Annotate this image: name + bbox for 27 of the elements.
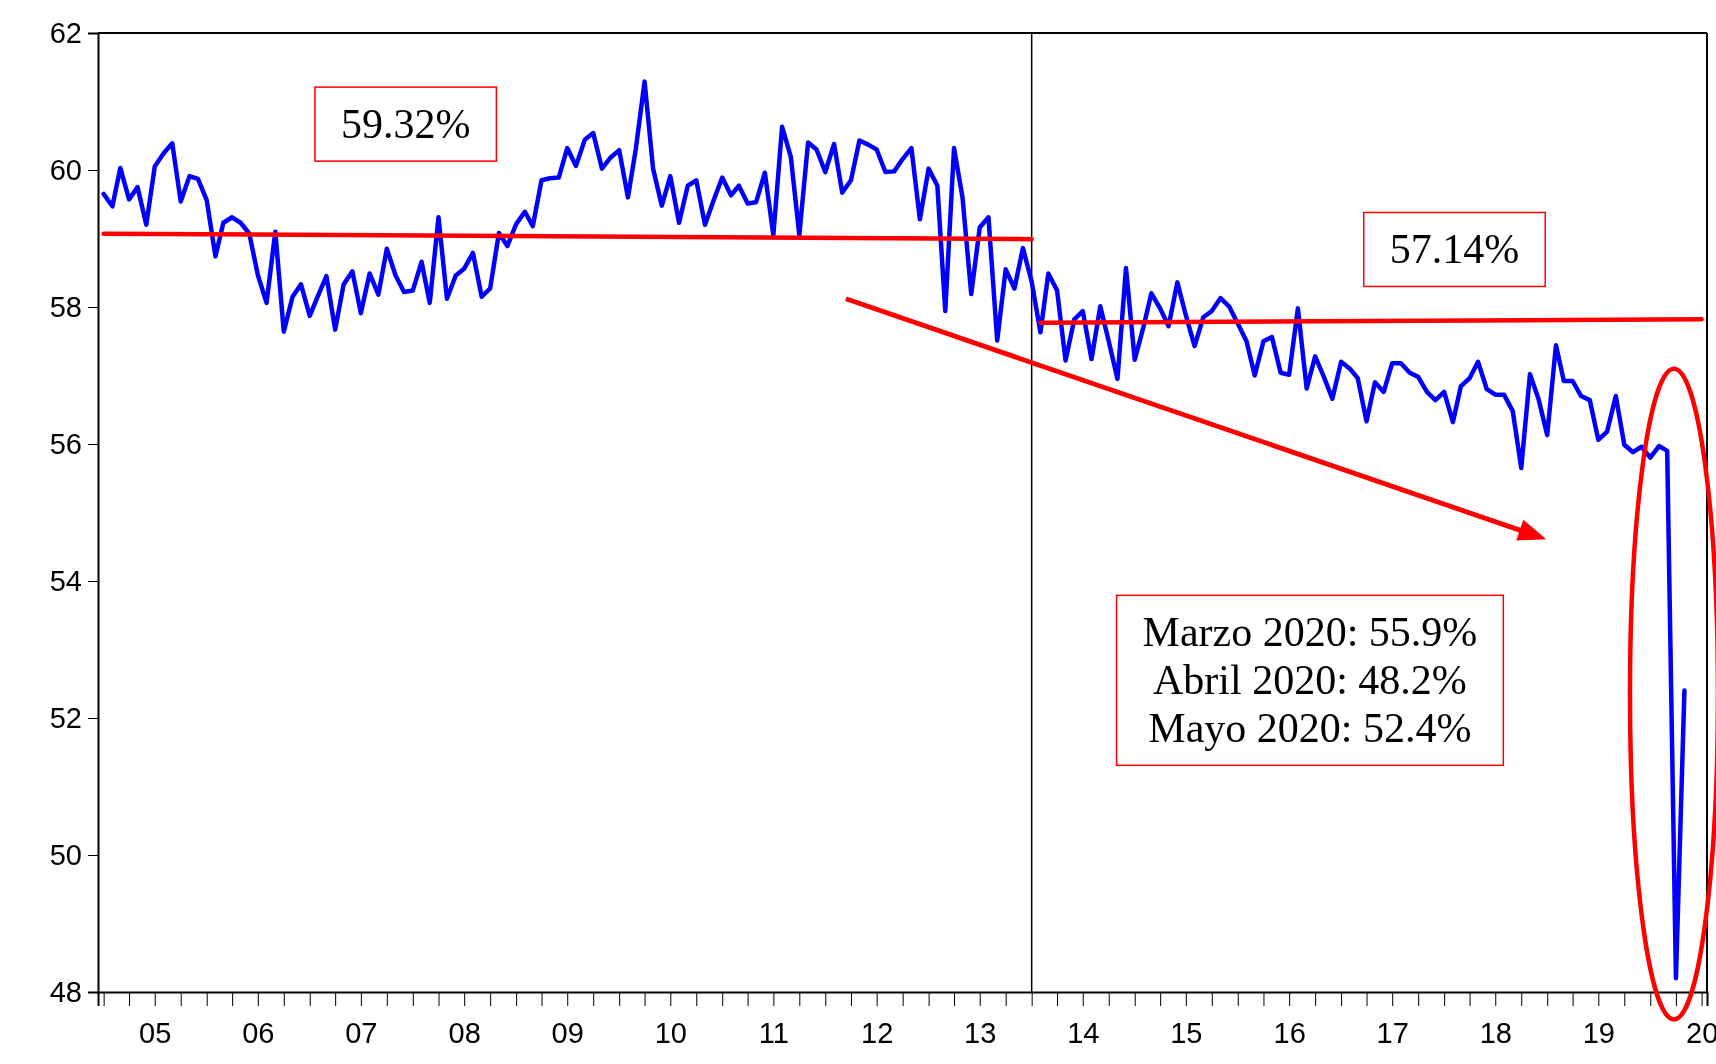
y-tick-label: 48 <box>49 975 82 1008</box>
x-tick-label: 12 <box>861 1016 894 1049</box>
annotation: Marzo 2020: 55.9% Abril 2020: 48.2% Mayo 2020: 52.4% <box>1142 609 1478 752</box>
y-tick-label: 56 <box>49 427 82 460</box>
annotation: 57.14% <box>1389 226 1520 273</box>
x-tick-label: 05 <box>139 1016 172 1049</box>
x-tick-label: 14 <box>1067 1016 1100 1049</box>
x-tick-label: 18 <box>1479 1016 1512 1049</box>
x-tick-label: 09 <box>551 1016 584 1049</box>
y-tick-label: 58 <box>49 290 82 323</box>
x-tick-label: 17 <box>1376 1016 1409 1049</box>
x-tick-label: 06 <box>242 1016 275 1049</box>
x-tick-label: 15 <box>1170 1016 1203 1049</box>
x-tick-label: 07 <box>345 1016 378 1049</box>
y-tick-label: 60 <box>49 153 82 186</box>
y-tick-label: 62 <box>49 16 82 49</box>
x-tick-label: 11 <box>758 1016 789 1049</box>
x-tick-label: 08 <box>448 1016 481 1049</box>
y-tick-label: 52 <box>49 701 82 734</box>
annotation: 59.32% <box>340 101 471 148</box>
x-tick-label: 19 <box>1582 1016 1615 1049</box>
x-tick-label: 16 <box>1273 1016 1306 1049</box>
line-series <box>101 79 1687 981</box>
x-tick-label: 13 <box>964 1016 997 1049</box>
y-tick-label: 54 <box>49 564 82 597</box>
x-tick-label: 10 <box>654 1016 687 1049</box>
y-tick-label: 50 <box>49 838 82 871</box>
